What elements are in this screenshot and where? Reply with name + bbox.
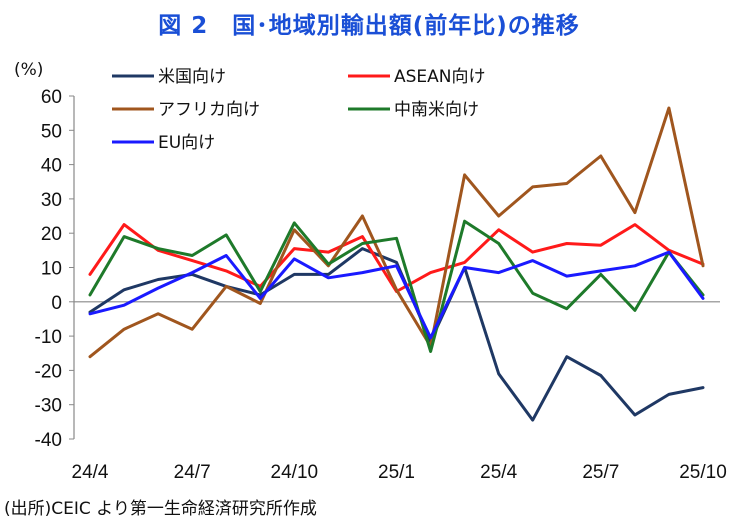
series-line-5: [88, 250, 705, 340]
legend-label-4: 中南米向け: [394, 100, 479, 120]
x-tick-label: 24/7: [174, 462, 211, 483]
series-line-1: [88, 247, 705, 422]
legend-label-2: ASEAN向け: [394, 67, 486, 87]
legend-label-3: アフリカ向け: [158, 100, 260, 120]
y-tick-label: -20: [35, 361, 62, 382]
y-tick-label: 0: [51, 293, 62, 314]
y-tick-label: 20: [41, 224, 62, 245]
x-tick-label: 24/4: [72, 462, 109, 483]
y-tick-label: -30: [35, 396, 62, 417]
axes: [69, 95, 720, 440]
y-tick-label: 40: [41, 156, 62, 177]
y-tick-label: -40: [35, 430, 62, 451]
y-tick-labels: -40 -30 -20 -10 0 10 20 30 40 50 60: [35, 87, 62, 451]
x-tick-labels: 24/4 24/7 24/10 25/1 25/4 25/7 25/10: [72, 462, 727, 483]
series-line-3: [88, 106, 705, 359]
y-tick-label: -10: [35, 327, 62, 348]
series-lines: [88, 106, 705, 422]
y-tick-label: 30: [41, 190, 62, 211]
y-tick-label: 10: [41, 259, 62, 280]
legend-label-1: 米国向け: [158, 67, 226, 87]
x-tick-label: 25/1: [378, 462, 415, 483]
series-line-4: [88, 219, 705, 353]
chart-title: 図 2 国･地域別輸出額(前年比)の推移: [158, 13, 580, 39]
series-line-2: [88, 223, 705, 293]
y-tick-label: 60: [41, 87, 62, 108]
legend-label-5: EU向け: [158, 133, 215, 153]
y-unit-label: (%): [14, 60, 44, 80]
source-note: (出所)CEIC より第一生命経済研究所作成: [4, 499, 317, 519]
x-tick-label: 24/10: [271, 462, 319, 483]
x-tick-label: 25/10: [679, 462, 727, 483]
y-tick-label: 50: [41, 121, 62, 142]
x-tick-label: 25/7: [582, 462, 619, 483]
x-tick-label: 25/4: [480, 462, 517, 483]
